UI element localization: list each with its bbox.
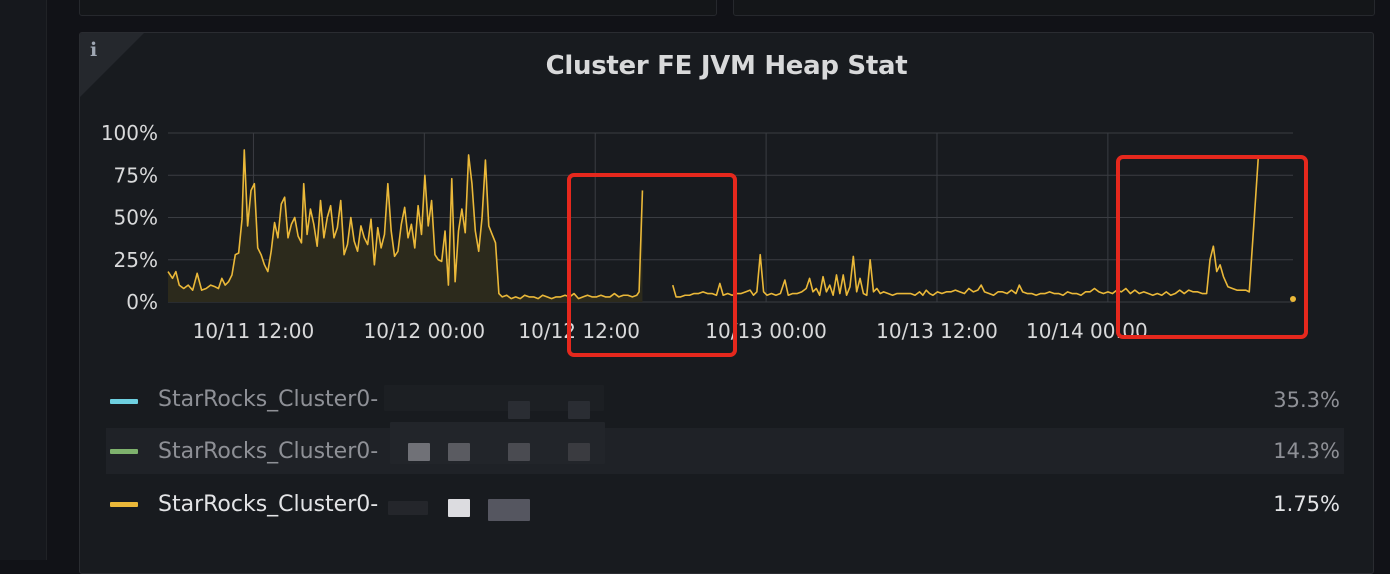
- legend-series-name: StarRocks_Cluster0-: [158, 492, 379, 517]
- redaction-blur: [508, 401, 530, 419]
- legend-series-name: StarRocks_Cluster0-: [158, 439, 379, 464]
- upper-panel-left: [79, 0, 717, 16]
- redaction-blur: [568, 401, 590, 419]
- y-tick-label: 0%: [126, 290, 158, 314]
- y-tick-label: 75%: [114, 163, 158, 187]
- redaction-blur: [384, 385, 604, 411]
- legend-series-value: 14.3%: [1273, 439, 1340, 463]
- x-tick-label: 10/12 12:00: [518, 319, 640, 343]
- legend-row-3[interactable]: StarRocks_Cluster0- 1.75%: [106, 481, 1344, 527]
- legend-row-1[interactable]: StarRocks_Cluster0- 35.3%: [106, 378, 1344, 424]
- series-area-fill: [168, 149, 643, 302]
- legend-series-name: StarRocks_Cluster0-: [158, 387, 379, 412]
- legend-swatch-green: [110, 449, 138, 454]
- legend-row-2[interactable]: StarRocks_Cluster0- 14.3%: [106, 428, 1344, 474]
- x-tick-label: 10/13 12:00: [876, 319, 998, 343]
- redaction-blur: [388, 501, 428, 515]
- redaction-blur: [568, 443, 590, 461]
- panel-info-corner[interactable]: [80, 33, 144, 97]
- heap-stat-panel: i Cluster FE JVM Heap Stat 0% 25% 50% 75% 10…: [79, 32, 1374, 574]
- redaction-blur: [508, 443, 530, 461]
- x-tick-label: 10/13 00:00: [705, 319, 827, 343]
- upper-panel-right: [733, 0, 1375, 16]
- redaction-blur: [448, 443, 470, 461]
- heap-usage-chart: 0% 25% 50% 75% 100% 10/11 12:00 10/12 00:00 10/…: [101, 121, 1308, 357]
- series-line: [167, 149, 644, 300]
- panel-title[interactable]: Cluster FE JVM Heap Stat: [545, 51, 908, 81]
- y-tick-label: 100%: [101, 121, 158, 145]
- series-line: [671, 158, 1260, 298]
- legend-swatch-blue: [110, 399, 138, 404]
- annotation-box: [567, 173, 737, 357]
- redaction-blur: [488, 499, 530, 521]
- annotation-box: [1116, 155, 1308, 339]
- legend-series-value: 35.3%: [1273, 388, 1340, 412]
- y-tick-label: 25%: [114, 248, 158, 272]
- y-tick-label: 50%: [114, 206, 158, 230]
- legend-series-value: 1.75%: [1273, 492, 1340, 516]
- side-nav-strip: [0, 0, 47, 560]
- x-tick-label: 10/14 00:00: [1026, 319, 1148, 343]
- x-tick-label: 10/11 12:00: [193, 319, 315, 343]
- x-tick-label: 10/12 00:00: [364, 319, 486, 343]
- legend-swatch-yellow: [110, 502, 138, 507]
- info-icon[interactable]: i: [90, 39, 98, 61]
- series-last-point: [1290, 296, 1296, 303]
- redaction-blur: [408, 443, 430, 461]
- redaction-blur: [448, 499, 470, 517]
